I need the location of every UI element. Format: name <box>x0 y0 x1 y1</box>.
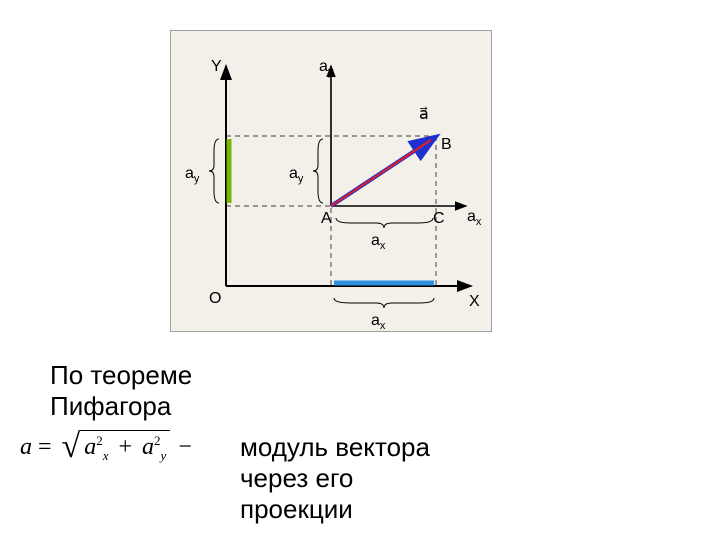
point-a-label: A <box>321 210 332 227</box>
vector-a-label: a⃗ <box>419 106 429 123</box>
ay-axis-label: ay <box>319 58 334 78</box>
sqrt-content: a2x + a2y <box>80 430 170 464</box>
diagram-svg: O X Y ax ay A B C a⃗ ay ay ax ax <box>171 31 491 331</box>
theorem-line1: По теореме <box>50 360 192 391</box>
ax-brace-top-label: ax <box>371 232 386 252</box>
pythagoras-formula: a = √ a2x + a2y − <box>20 430 192 464</box>
formula-eq: = <box>38 434 52 461</box>
term2-sup: 2 <box>154 433 161 448</box>
ax-brace-bottom-label: ax <box>371 312 386 331</box>
term2-sub: y <box>161 448 167 463</box>
point-b-label: B <box>441 136 452 153</box>
term1-sup: 2 <box>96 433 103 448</box>
theorem-line2: Пифагора <box>50 391 192 422</box>
vector-a-inner <box>331 140 431 206</box>
term1-sub: x <box>103 448 109 463</box>
desc-line1: модуль вектора <box>240 432 430 463</box>
term2-base: a <box>142 434 154 460</box>
desc-line3: проекции <box>240 494 430 525</box>
ay-brace-left-label: ay <box>185 165 200 185</box>
desc-line2: через его <box>240 463 430 494</box>
point-c-label: C <box>433 210 445 227</box>
ax-axis-label: ax <box>467 208 482 228</box>
formula-lhs: a <box>20 434 32 461</box>
sqrt-icon: √ <box>62 430 81 464</box>
formula-dash: − <box>178 434 192 461</box>
vector-projection-diagram: O X Y ax ay A B C a⃗ ay ay ax ax <box>170 30 492 332</box>
theorem-heading: По теореме Пифагора <box>50 360 192 422</box>
term1-base: a <box>84 434 96 460</box>
origin-label: O <box>209 290 221 307</box>
x-axis-label: X <box>469 293 480 310</box>
y-axis-label: Y <box>211 58 222 75</box>
ay-brace-inner-label: ay <box>289 165 304 185</box>
main-axes <box>226 66 471 286</box>
vector-modulus-description: модуль вектора через его проекции <box>240 432 430 526</box>
formula-plus: + <box>115 434 137 460</box>
formula-sqrt: √ a2x + a2y <box>62 430 171 464</box>
